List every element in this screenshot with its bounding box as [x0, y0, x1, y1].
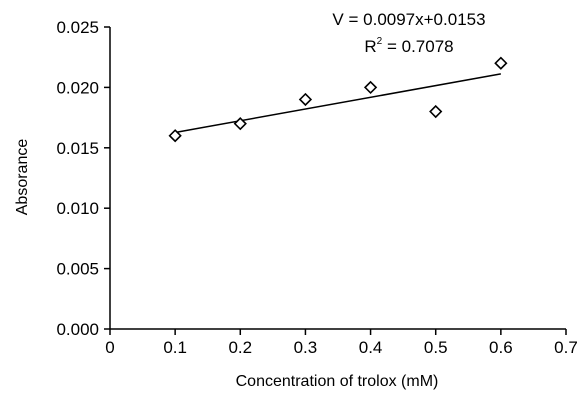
r-squared-value: = 0.7078	[382, 37, 453, 56]
y-tick-label: 0.025	[56, 18, 99, 37]
data-point-diamond	[168, 129, 182, 143]
trendline	[175, 73, 501, 134]
data-points	[168, 56, 508, 143]
y-tick-label: 0.010	[56, 199, 99, 218]
x-tick-label: 0.6	[489, 338, 513, 357]
x-tick-label: 0.7	[554, 338, 578, 357]
r-squared-superscript: 2	[377, 36, 383, 47]
x-tick-label: 0.5	[424, 338, 448, 357]
data-point-diamond	[429, 104, 443, 119]
data-point-diamond	[494, 56, 508, 70]
data-point-diamond	[363, 80, 378, 95]
y-tick-label: 0.020	[56, 78, 99, 97]
y-axis-title: Absorance	[14, 139, 31, 216]
x-tick-label: 0.2	[228, 338, 252, 357]
axes	[109, 27, 566, 330]
r-squared-prefix: R	[364, 37, 376, 56]
y-tick-label: 0.015	[56, 139, 99, 158]
trendline-group	[175, 73, 501, 134]
data-point-diamond	[298, 92, 313, 107]
y-tick-label: 0.005	[56, 260, 99, 279]
x-axis-title: Concentration of trolox (mM)	[236, 373, 439, 390]
x-tick-label: 0	[105, 338, 114, 357]
y-tick-label: 0.000	[56, 320, 99, 339]
r-squared-label: R2 = 0.7078	[364, 36, 453, 56]
x-tick-label: 0.1	[163, 338, 187, 357]
x-tick-label: 0.4	[359, 338, 383, 357]
x-tick-label: 0.3	[294, 338, 318, 357]
data-point-diamond	[233, 117, 247, 131]
trendline-equation: V = 0.0097x+0.0153	[332, 10, 485, 29]
ticks: 0 0.1 0.2 0.3 0.4 0.5 0.6 0.7 0.000 0.005 0.010 0.0…	[56, 18, 577, 357]
